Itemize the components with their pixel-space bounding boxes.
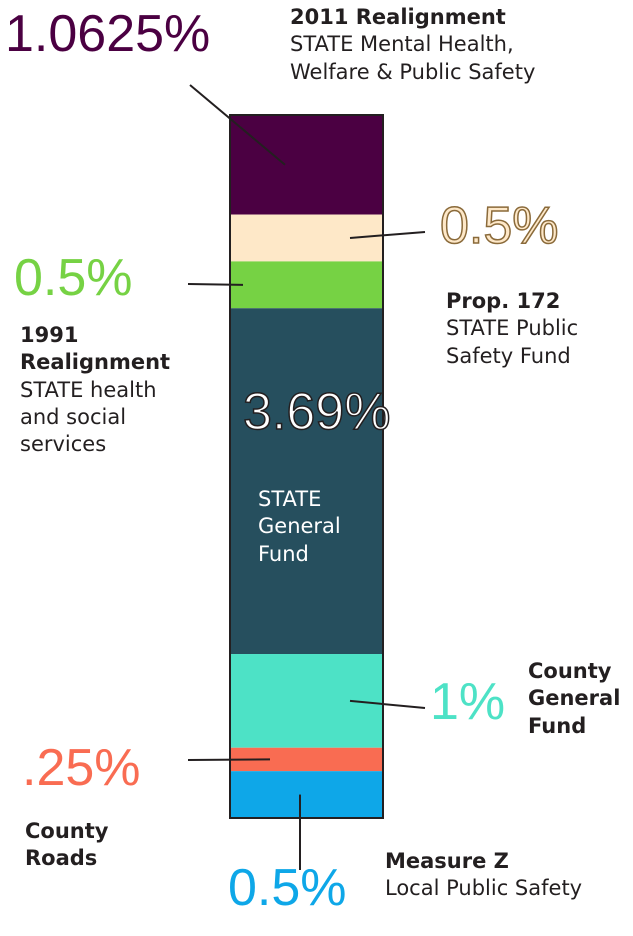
bar-segment xyxy=(230,261,383,309)
value-label: 1.0625% xyxy=(5,5,211,63)
value-label: 0.5% xyxy=(228,859,347,917)
segment-name: 2011 Realignment xyxy=(290,5,506,29)
segment-name: Prop. 172 xyxy=(446,289,561,313)
segment-description: STATE Mental Health, Welfare & Public Sa… xyxy=(290,32,536,84)
segment-label: County General Fund xyxy=(528,658,633,740)
leader-line xyxy=(189,84,286,166)
bar-segment xyxy=(230,747,383,772)
segment-description: STATE Public Safety Fund xyxy=(446,316,579,368)
segment-label: Measure Z Local Public Safety xyxy=(385,848,605,903)
bar-segment xyxy=(230,771,383,818)
segment-label: 1991 Realignment STATE health and social … xyxy=(20,322,190,458)
bar-outline xyxy=(229,114,384,819)
segment-label: STATE General Fund xyxy=(258,486,368,568)
value-label: 3.69% xyxy=(242,383,391,441)
segment-label: Prop. 172 STATE Public Safety Fund xyxy=(446,288,606,370)
leader-line xyxy=(187,283,244,286)
segment-name: Measure Z xyxy=(385,849,509,873)
segment-description: STATE General Fund xyxy=(258,487,341,566)
value-label: 0.5% xyxy=(14,249,133,307)
value-label: .25% xyxy=(22,739,141,797)
leader-line xyxy=(349,231,426,239)
leader-line xyxy=(187,758,271,761)
value-label: 0.5% xyxy=(439,197,559,255)
value-label: 1% xyxy=(430,673,506,731)
segment-label: 2011 Realignment STATE Mental Health, Wel… xyxy=(290,4,590,86)
segment-label: County Roads xyxy=(25,818,145,873)
segment-name: County General Fund xyxy=(528,659,621,738)
leader-line xyxy=(349,699,426,709)
bar-segment xyxy=(230,308,383,655)
segment-name: 1991 Realignment xyxy=(20,323,171,375)
segment-description: Local Public Safety xyxy=(385,876,583,901)
segment-description: STATE health and social services xyxy=(20,377,157,457)
segment-name: County Roads xyxy=(25,819,109,871)
bar-segment xyxy=(230,115,383,215)
